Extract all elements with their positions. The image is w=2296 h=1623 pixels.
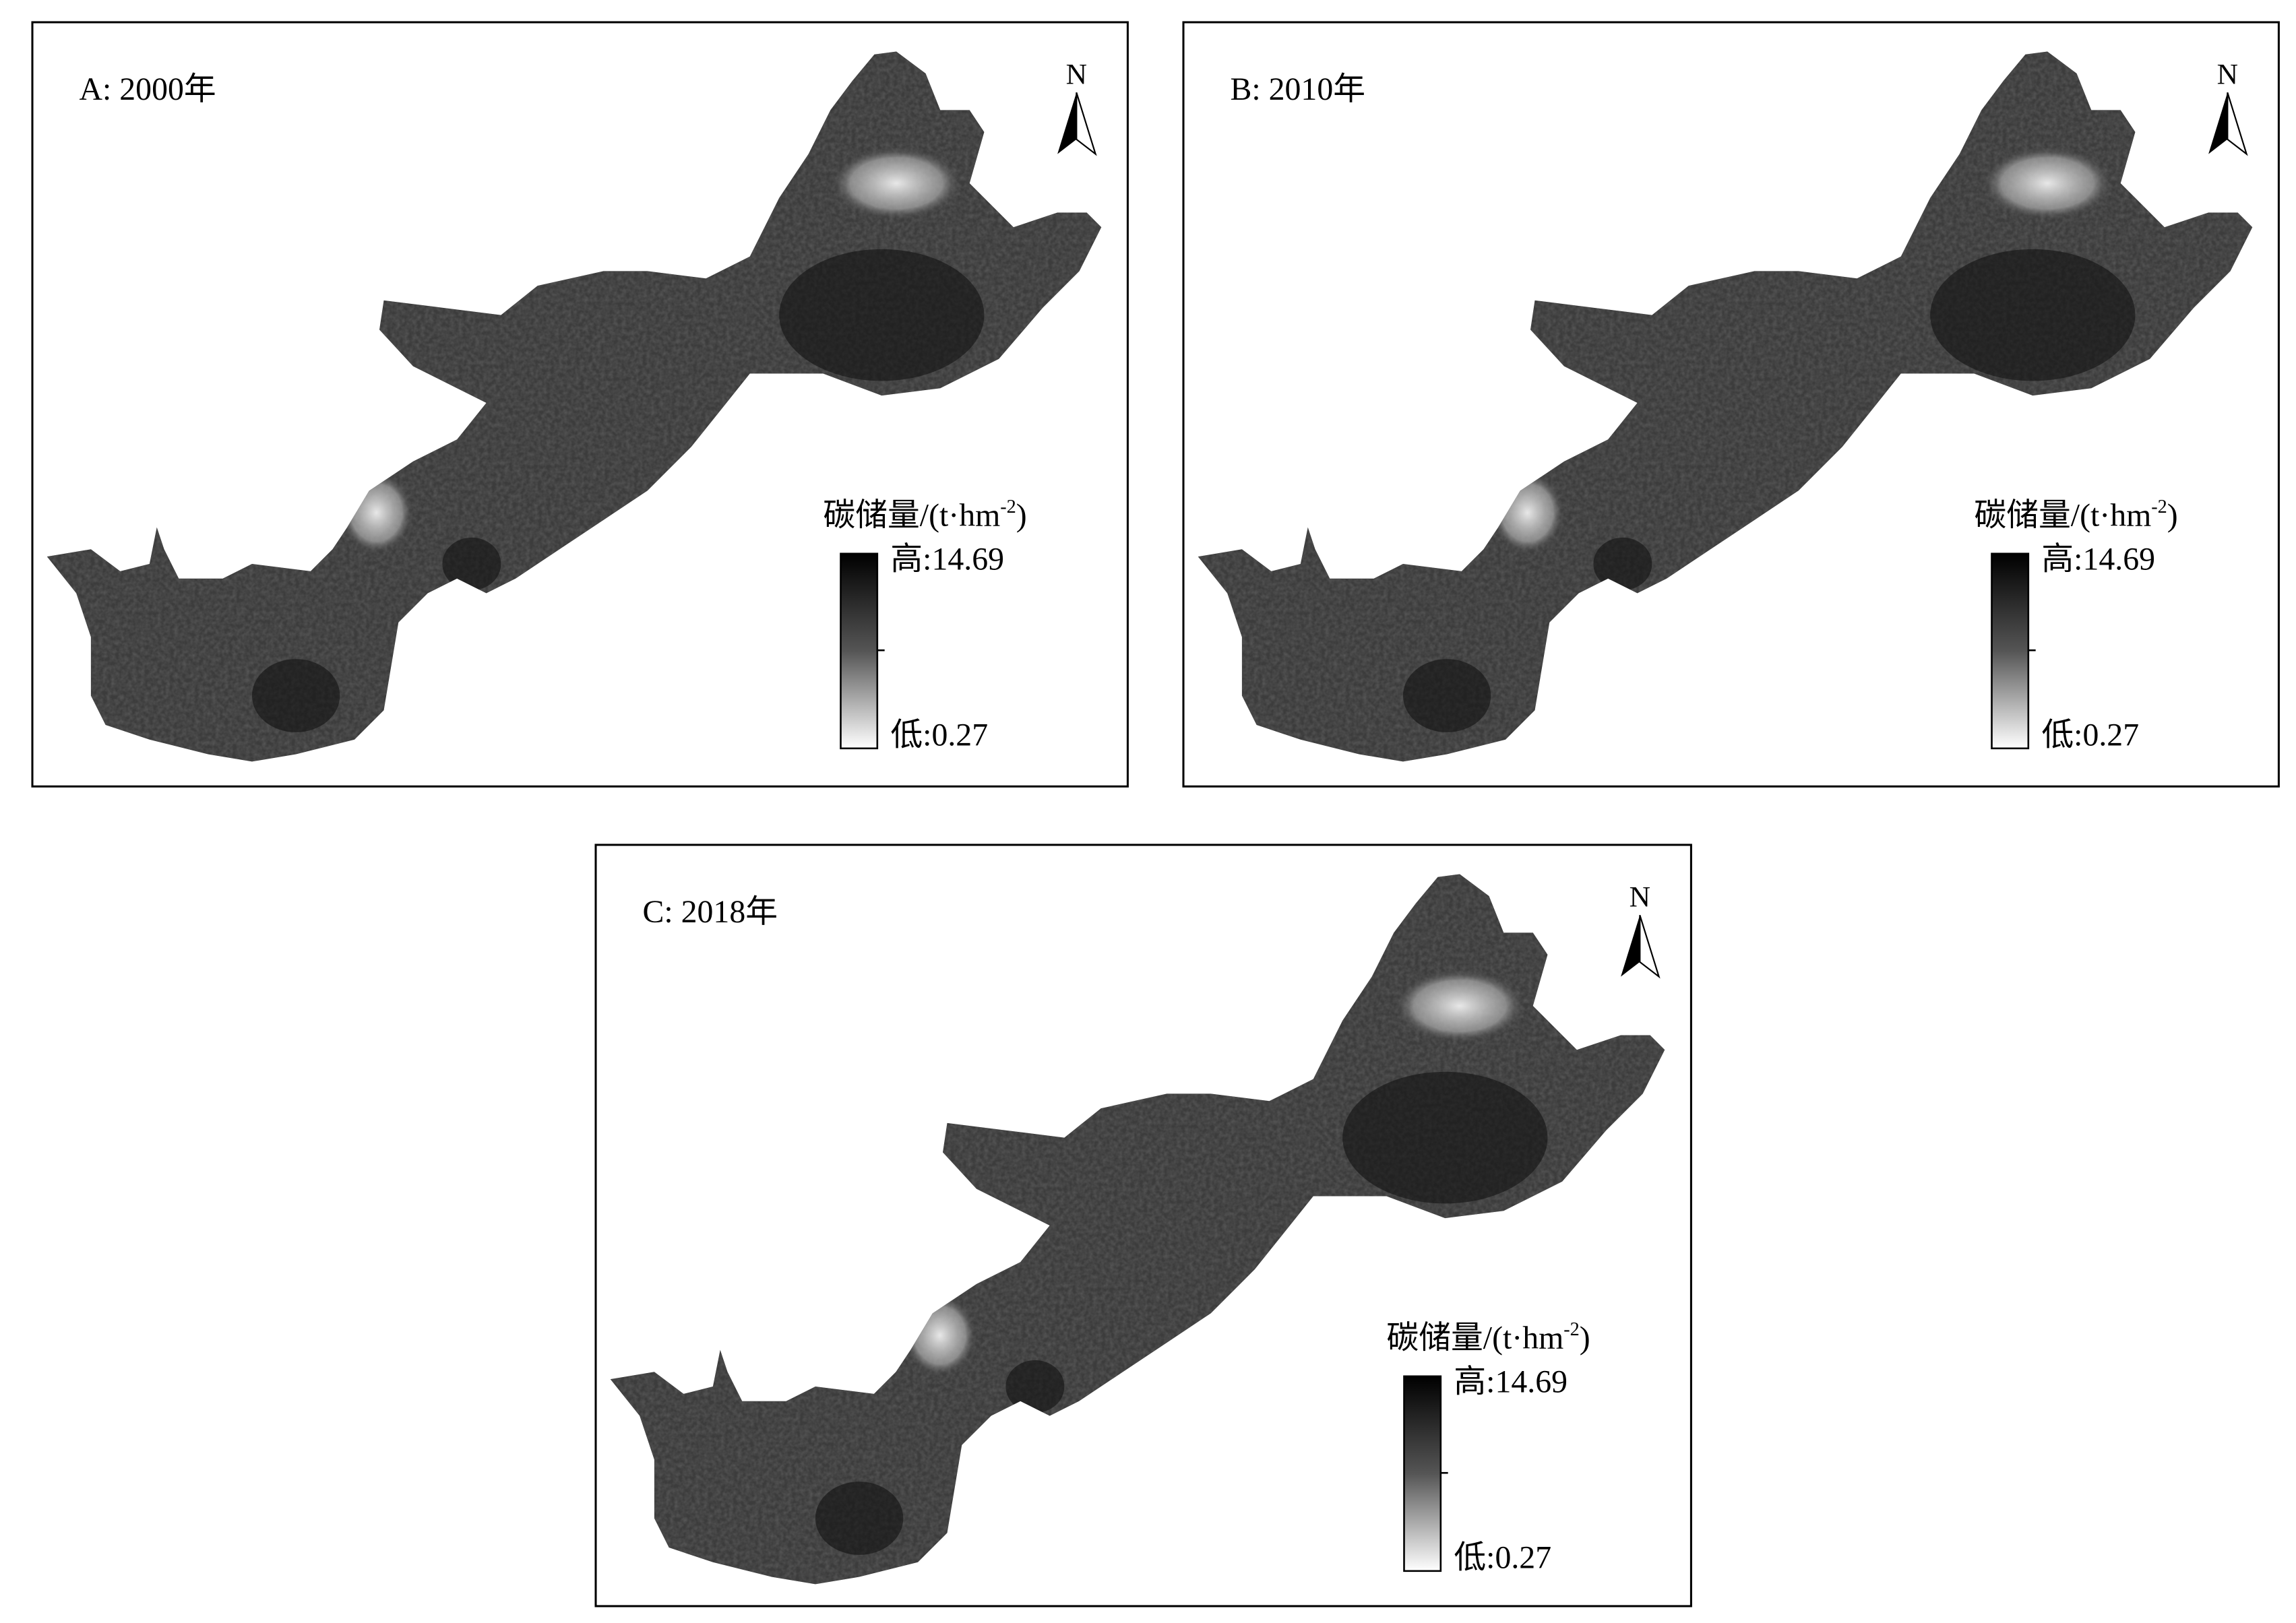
legend-title-main: 碳储量/(t·hm	[1386, 1320, 1563, 1356]
legend-title-end: )	[1580, 1320, 1590, 1356]
legend-gradient	[1403, 1375, 1442, 1572]
legend-low: 低:0.27	[890, 717, 988, 753]
light-area	[1394, 969, 1526, 1043]
legend-title: 碳储量/(t·hm-2)	[1386, 1319, 1590, 1356]
map-panel: B: 2010年 N 碳储量/(t·hm-2) 高:14.69 低:0.27	[1182, 21, 2280, 788]
legend-title-main: 碳储量/(t·hm	[1974, 498, 2151, 534]
north-label: N	[1630, 881, 1650, 913]
legend-title-main: 碳储量/(t·hm	[823, 498, 1000, 534]
dark-area	[442, 537, 501, 591]
panel-label: A: 2000年	[80, 71, 216, 107]
dark-area	[1342, 1071, 1548, 1204]
dark-area	[1005, 1360, 1065, 1413]
legend-title-sup: -2	[1563, 1319, 1580, 1340]
legend-gradient	[1991, 552, 2030, 750]
legend-title-end: )	[1016, 498, 1027, 534]
legend-low: 低:0.27	[2041, 717, 2139, 753]
panel-label: B: 2010年	[1231, 71, 1366, 107]
dark-area	[251, 659, 340, 732]
legend-title-sup: -2	[2151, 497, 2167, 517]
legend-title-end: )	[2167, 498, 2178, 534]
dark-area	[779, 249, 985, 381]
legend-title: 碳储量/(t·hm-2)	[823, 497, 1026, 534]
light-area	[1981, 146, 2113, 220]
light-area	[830, 146, 962, 220]
dark-area	[1593, 537, 1652, 591]
north-arrow	[1076, 92, 1097, 156]
north-arrow	[1639, 914, 1661, 979]
north-arrow	[2227, 92, 2248, 156]
legend-title-sup: -2	[1000, 497, 1016, 517]
legend-high: 高:14.69	[2041, 542, 2155, 577]
map-panel: C: 2018年 N 碳储量/(t·hm-2) 高:14.69 低:0.27	[594, 844, 1692, 1608]
dark-area	[815, 1482, 904, 1555]
panel-label: C: 2018年	[643, 894, 778, 930]
north-arrow	[1621, 915, 1640, 977]
legend-low: 低:0.27	[1454, 1539, 1551, 1575]
legend-high: 高:14.69	[1454, 1364, 1568, 1400]
north-label: N	[1066, 58, 1087, 90]
map-panel: A: 2000年 N 碳储量/(t·hm-2) 高:14.69 低:0.27	[31, 21, 1129, 788]
legend-high: 高:14.69	[890, 542, 1004, 577]
legend-gradient	[840, 552, 879, 750]
north-label: N	[2217, 58, 2238, 90]
dark-area	[1930, 249, 2136, 381]
legend-title: 碳储量/(t·hm-2)	[1974, 497, 2177, 534]
dark-area	[1402, 659, 1491, 732]
